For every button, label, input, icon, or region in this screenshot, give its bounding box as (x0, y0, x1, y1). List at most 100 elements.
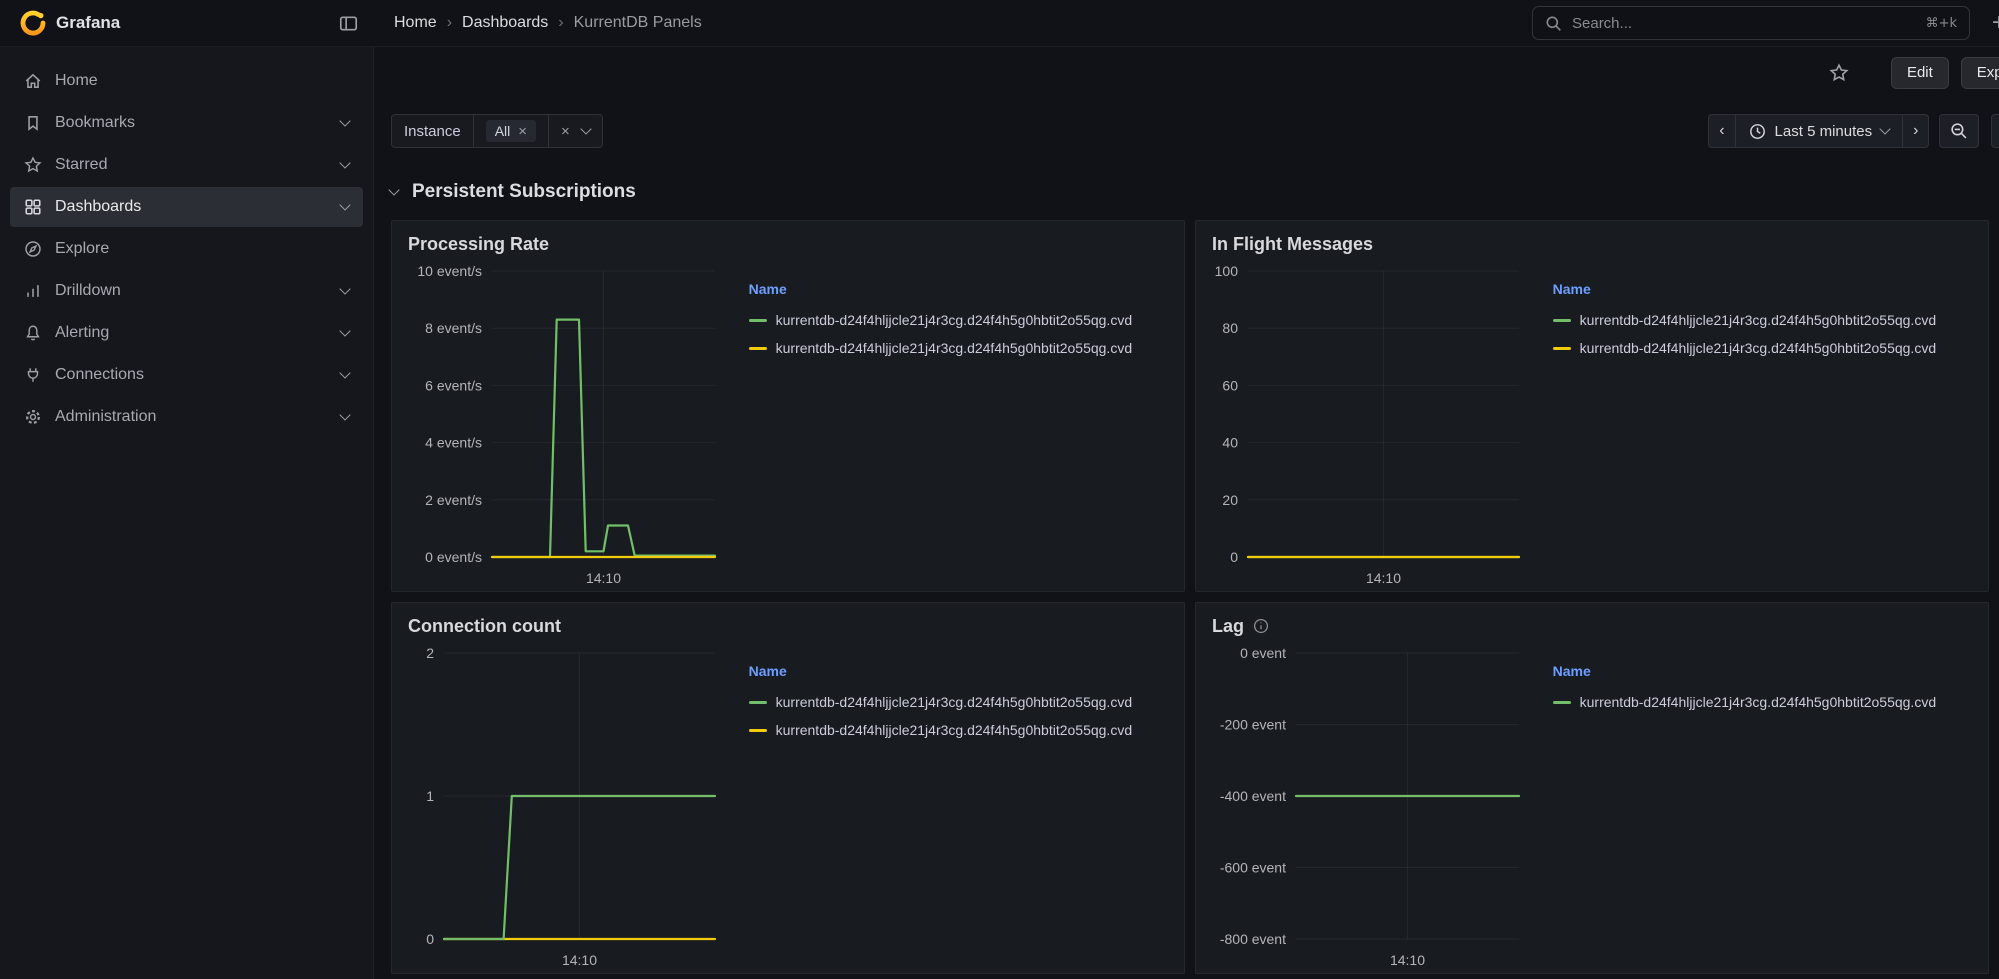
sidebar-item-explore[interactable]: Explore (10, 229, 363, 269)
svg-text:80: 80 (1222, 320, 1238, 336)
svg-text:1: 1 (426, 788, 434, 804)
svg-text:14:10: 14:10 (1390, 952, 1425, 968)
series-name[interactable]: kurrentdb-d24f4hljjcle21j4r3cg.d24f4h5g0… (775, 340, 1133, 356)
timeseries-chart[interactable]: 2 1 0 14:10 (392, 641, 725, 973)
series-color-swatch (748, 728, 767, 732)
chevron-down-icon[interactable] (339, 115, 351, 127)
export-button[interactable]: Expo (1960, 56, 1999, 89)
breadcrumb-home[interactable]: Home (394, 14, 437, 31)
clear-all-icon[interactable]: × (561, 122, 570, 140)
svg-text:4 event/s: 4 event/s (425, 435, 482, 451)
series-name[interactable]: kurrentdb-d24f4hljjcle21j4r3cg.d24f4h5g0… (775, 312, 1133, 328)
time-shift-back-button[interactable]: ‹ (1708, 114, 1736, 148)
legend-name-header[interactable]: Name (748, 663, 787, 679)
panel-title: Lag (1212, 615, 1245, 636)
search-icon (1545, 15, 1562, 32)
series-color-swatch (748, 700, 767, 704)
legend-item[interactable]: kurrentdb-d24f4hljjcle21j4r3cg.d24f4h5g0… (748, 334, 1184, 362)
sidebar-item-label: Alerting (55, 324, 110, 341)
time-shift-forward-button[interactable]: › (1902, 114, 1930, 148)
timeseries-chart[interactable]: 10 event/s 8 event/s 6 event/s 4 event/s 2 e… (392, 259, 725, 591)
sidebar-item-administration[interactable]: Administration (10, 397, 363, 437)
grafana-logo[interactable] (20, 10, 46, 36)
chevron-down-icon[interactable] (339, 283, 351, 295)
info-icon[interactable] (1253, 618, 1269, 634)
sidebar-item-label: Dashboards (55, 198, 142, 215)
panel-header[interactable]: In Flight Messages (1196, 221, 1988, 259)
sidebar-item-dashboards[interactable]: Dashboards (10, 187, 363, 227)
legend-name-header[interactable]: Name (1552, 281, 1591, 297)
legend-item[interactable]: kurrentdb-d24f4hljjcle21j4r3cg.d24f4h5g0… (1552, 306, 1988, 334)
panel-connection-count: Connection count 2 1 0 14:10 Name kurrentdb… (391, 602, 1185, 974)
variable-value-chip[interactable]: All × (485, 120, 537, 142)
plug-icon (24, 366, 42, 384)
legend-item[interactable]: kurrentdb-d24f4hljjcle21j4r3cg.d24f4h5g0… (748, 716, 1184, 744)
timeseries-chart[interactable]: 0 event -200 event -400 event -600 event -80… (1196, 641, 1529, 973)
svg-text:14:10: 14:10 (1366, 570, 1401, 586)
series-name[interactable]: kurrentdb-d24f4hljjcle21j4r3cg.d24f4h5g0… (1579, 340, 1937, 356)
compass-icon (24, 240, 42, 258)
dashboard-controls: Instance All × × ‹ (374, 98, 1999, 164)
sidebar-item-drilldown[interactable]: Drilldown (10, 271, 363, 311)
chevron-down-icon[interactable] (339, 367, 351, 379)
dashboards-grid-icon (24, 198, 42, 216)
row-persistent-subscriptions: Persistent Subscriptions (374, 164, 1999, 220)
time-controls: ‹ Last 5 minutes › (1708, 114, 1999, 148)
legend-item[interactable]: kurrentdb-d24f4hljjcle21j4r3cg.d24f4h5g0… (748, 306, 1184, 334)
legend-item[interactable]: kurrentdb-d24f4hljjcle21j4r3cg.d24f4h5g0… (748, 688, 1184, 716)
svg-text:2 event/s: 2 event/s (425, 492, 482, 508)
chevron-down-icon[interactable] (339, 199, 351, 211)
chevron-down-icon[interactable] (339, 157, 351, 169)
sidebar-item-bookmarks[interactable]: Bookmarks (10, 103, 363, 143)
panel-processing-rate: Processing Rate 10 event/s 8 event/s 6 eve… (391, 220, 1185, 592)
edit-button[interactable]: Edit (1890, 56, 1949, 89)
variable-actions-segment: × (548, 115, 602, 147)
panel-title: Connection count (408, 615, 561, 636)
chevron-down-icon[interactable] (339, 409, 351, 421)
svg-text:-800 event: -800 event (1220, 931, 1286, 947)
chevron-down-icon[interactable] (339, 325, 351, 337)
row-collapse-chevron-icon[interactable] (388, 184, 400, 196)
sidebar-toggle-icon[interactable] (339, 14, 358, 33)
refresh-button[interactable]: R (1991, 114, 1999, 148)
sidebar-item-alerting[interactable]: Alerting (10, 313, 363, 353)
search-input[interactable]: Search... ⌘+k (1532, 6, 1970, 40)
sidebar-item-label: Starred (55, 156, 108, 173)
legend-name-header[interactable]: Name (1552, 663, 1591, 679)
sidebar-item-starred[interactable]: Starred (10, 145, 363, 185)
variable-label[interactable]: Instance (392, 115, 473, 147)
panel-header[interactable]: Processing Rate (392, 221, 1184, 259)
clock-icon (1749, 123, 1766, 140)
top-navigation-bar: Grafana Home › Dashboards › KurrentDB Pa… (0, 0, 1999, 47)
variable-value: All (494, 123, 511, 139)
instance-variable-picker: Instance All × × (391, 114, 603, 148)
sidebar-item-connections[interactable]: Connections (10, 355, 363, 395)
series-name[interactable]: kurrentdb-d24f4hljjcle21j4r3cg.d24f4h5g0… (775, 694, 1133, 710)
panel-title: Processing Rate (408, 233, 550, 254)
home-icon (24, 72, 42, 90)
legend-item[interactable]: kurrentdb-d24f4hljjcle21j4r3cg.d24f4h5g0… (1552, 688, 1988, 716)
series-name[interactable]: kurrentdb-d24f4hljjcle21j4r3cg.d24f4h5g0… (775, 722, 1133, 738)
series-name[interactable]: kurrentdb-d24f4hljjcle21j4r3cg.d24f4h5g0… (1579, 694, 1937, 710)
dashboard-toolbar: Edit Expo (374, 47, 1999, 98)
brand-title: Grafana (56, 13, 121, 32)
topbar-left: Grafana (0, 10, 374, 36)
legend-item[interactable]: kurrentdb-d24f4hljjcle21j4r3cg.d24f4h5g0… (1552, 334, 1988, 362)
panel-header[interactable]: Lag (1196, 603, 1988, 641)
breadcrumb-current-page: KurrentDB Panels (573, 14, 702, 31)
time-range-picker[interactable]: Last 5 minutes (1734, 114, 1904, 148)
sidebar-item-label: Home (55, 72, 98, 89)
zoom-out-button[interactable] (1939, 114, 1980, 148)
svg-text:14:10: 14:10 (562, 952, 597, 968)
panel-header[interactable]: Connection count (392, 603, 1184, 641)
row-title[interactable]: Persistent Subscriptions (412, 181, 636, 202)
breadcrumb-dashboards[interactable]: Dashboards (462, 14, 549, 31)
timeseries-chart[interactable]: 100 80 60 40 20 0 14:10 (1196, 259, 1529, 591)
legend-name-header[interactable]: Name (748, 281, 787, 297)
favorite-star-icon[interactable] (1829, 62, 1849, 83)
add-icon[interactable]: + (1991, 9, 1999, 36)
series-name[interactable]: kurrentdb-d24f4hljjcle21j4r3cg.d24f4h5g0… (1579, 312, 1937, 328)
remove-value-icon[interactable]: × (518, 122, 528, 140)
chevron-down-icon[interactable] (580, 123, 592, 135)
sidebar-item-home[interactable]: Home (10, 61, 363, 101)
